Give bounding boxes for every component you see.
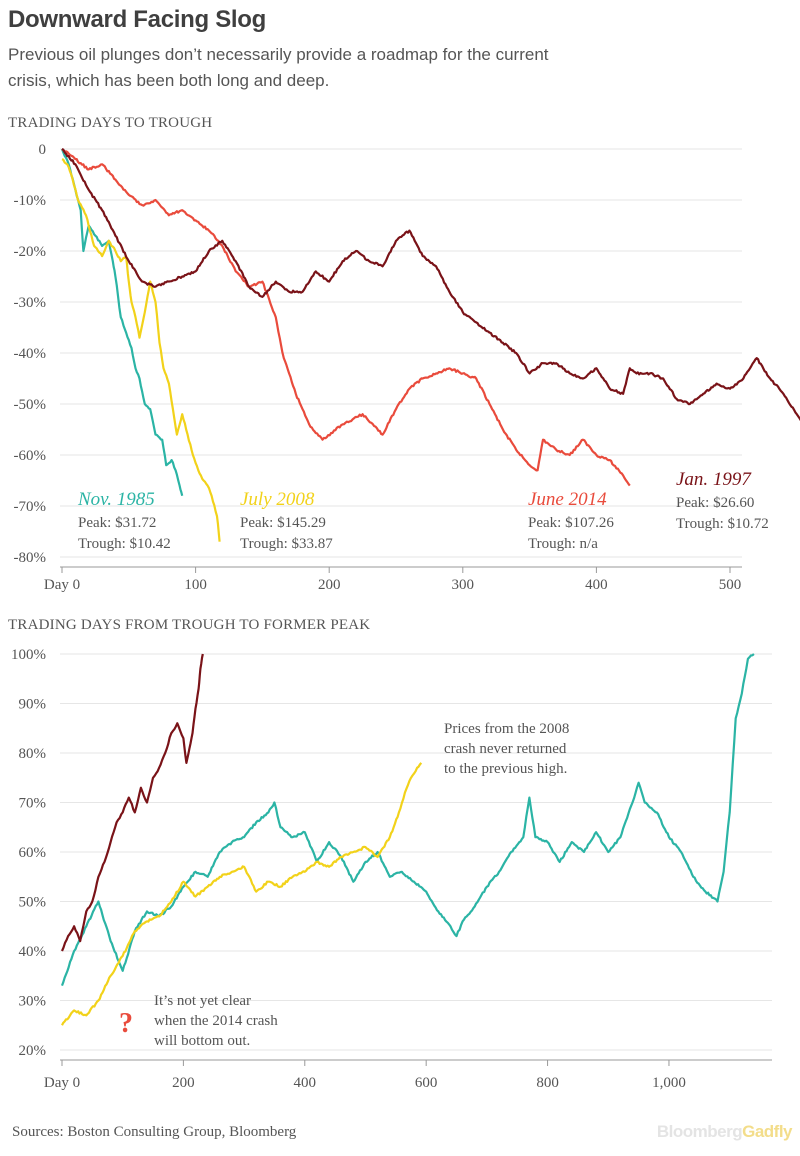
y-tick-label: 30% <box>19 994 47 1010</box>
series-label-june-2014: June 2014 <box>528 489 607 510</box>
x-tick-label: 1,000 <box>652 1075 686 1091</box>
series-line-july-2008 <box>61 762 423 1026</box>
series-line-nov-1985 <box>60 653 755 986</box>
annotation-text: crash never returned <box>444 741 567 757</box>
y-tick-label: -40% <box>14 346 47 362</box>
y-tick-label: 0 <box>39 142 47 158</box>
trough-chart: 0 -10% -20% -30% -40% -50% -60% -70% -80% Day 0 10… <box>14 142 800 593</box>
annotation-text: Prices from the 2008 <box>444 721 569 737</box>
y-tick-label: -30% <box>14 295 47 311</box>
series-line-june-2014 <box>61 148 631 487</box>
bottom-chart-title: TRADING DAYS FROM TROUGH TO FORMER PEAK <box>8 617 371 633</box>
x-tick-label: 600 <box>415 1075 438 1091</box>
y-tick-label: 80% <box>19 746 47 762</box>
annotation-text: It’s not yet clear <box>154 993 251 1009</box>
x-tick-label: 400 <box>294 1075 317 1091</box>
series-price-note: Trough: $33.87 <box>240 536 333 552</box>
series-price-note: Trough: n/a <box>528 536 598 552</box>
question-mark-annotation: ? <box>119 1008 133 1039</box>
series-line-july-2008 <box>61 158 221 542</box>
source-note: Sources: Boston Consulting Group, Bloomb… <box>12 1124 297 1140</box>
series-label-july-2008: July 2008 <box>240 489 315 510</box>
x-tick-label: 500 <box>719 577 742 593</box>
y-tick-label: 90% <box>19 697 47 713</box>
x-tick-label: Day 0 <box>44 1075 80 1091</box>
y-tick-label: 20% <box>19 1043 47 1059</box>
x-tick-label: Day 0 <box>44 577 80 593</box>
series-price-note: Peak: $26.60 <box>676 495 754 511</box>
y-tick-label: 100% <box>11 647 46 663</box>
x-tick-label: 200 <box>172 1075 195 1091</box>
x-tick-label: 200 <box>318 577 341 593</box>
series-price-note: Peak: $31.72 <box>78 515 156 531</box>
y-tick-label: -50% <box>14 397 47 413</box>
annotation-text: to the previous high. <box>444 761 567 777</box>
chart-title: Downward Facing Slog <box>8 6 267 33</box>
y-tick-label: 70% <box>19 796 47 812</box>
y-tick-label: -60% <box>14 448 47 464</box>
chart-subtitle: Previous oil plunges don’t necessarily p… <box>8 45 549 90</box>
series-line-nov-1985 <box>60 148 184 497</box>
series-line-jan-1997 <box>61 148 800 422</box>
x-tick-label: 100 <box>184 577 207 593</box>
x-tick-label: 400 <box>585 577 608 593</box>
annotation-text: when the 2014 crash <box>154 1013 278 1029</box>
recovery-chart: 100% 90% 80% 70% 60% 50% 40% 30% 20% Day 0 200 400 6… <box>11 647 772 1091</box>
series-label-jan-1997: Jan. 1997 <box>676 469 752 490</box>
brand-logo: BloombergGadfly <box>656 1122 793 1141</box>
y-tick-label: -20% <box>14 244 47 260</box>
x-tick-label: 300 <box>452 577 475 593</box>
y-tick-label: -80% <box>14 550 47 566</box>
y-tick-label: 50% <box>19 895 47 911</box>
series-price-note: Trough: $10.42 <box>78 536 171 552</box>
series-price-note: Peak: $145.29 <box>240 515 326 531</box>
y-tick-label: -10% <box>14 193 47 209</box>
series-price-note: Trough: $10.72 <box>676 516 769 532</box>
series-line-jan-1997 <box>60 653 204 952</box>
y-tick-label: 40% <box>19 944 47 960</box>
top-chart-title: TRADING DAYS TO TROUGH <box>8 115 213 131</box>
series-price-note: Peak: $107.26 <box>528 515 614 531</box>
series-label-nov-1985: Nov. 1985 <box>77 489 155 510</box>
x-tick-label: 800 <box>536 1075 559 1091</box>
y-tick-label: -70% <box>14 499 47 515</box>
y-tick-label: 60% <box>19 845 47 861</box>
annotation-text: will bottom out. <box>154 1033 250 1049</box>
